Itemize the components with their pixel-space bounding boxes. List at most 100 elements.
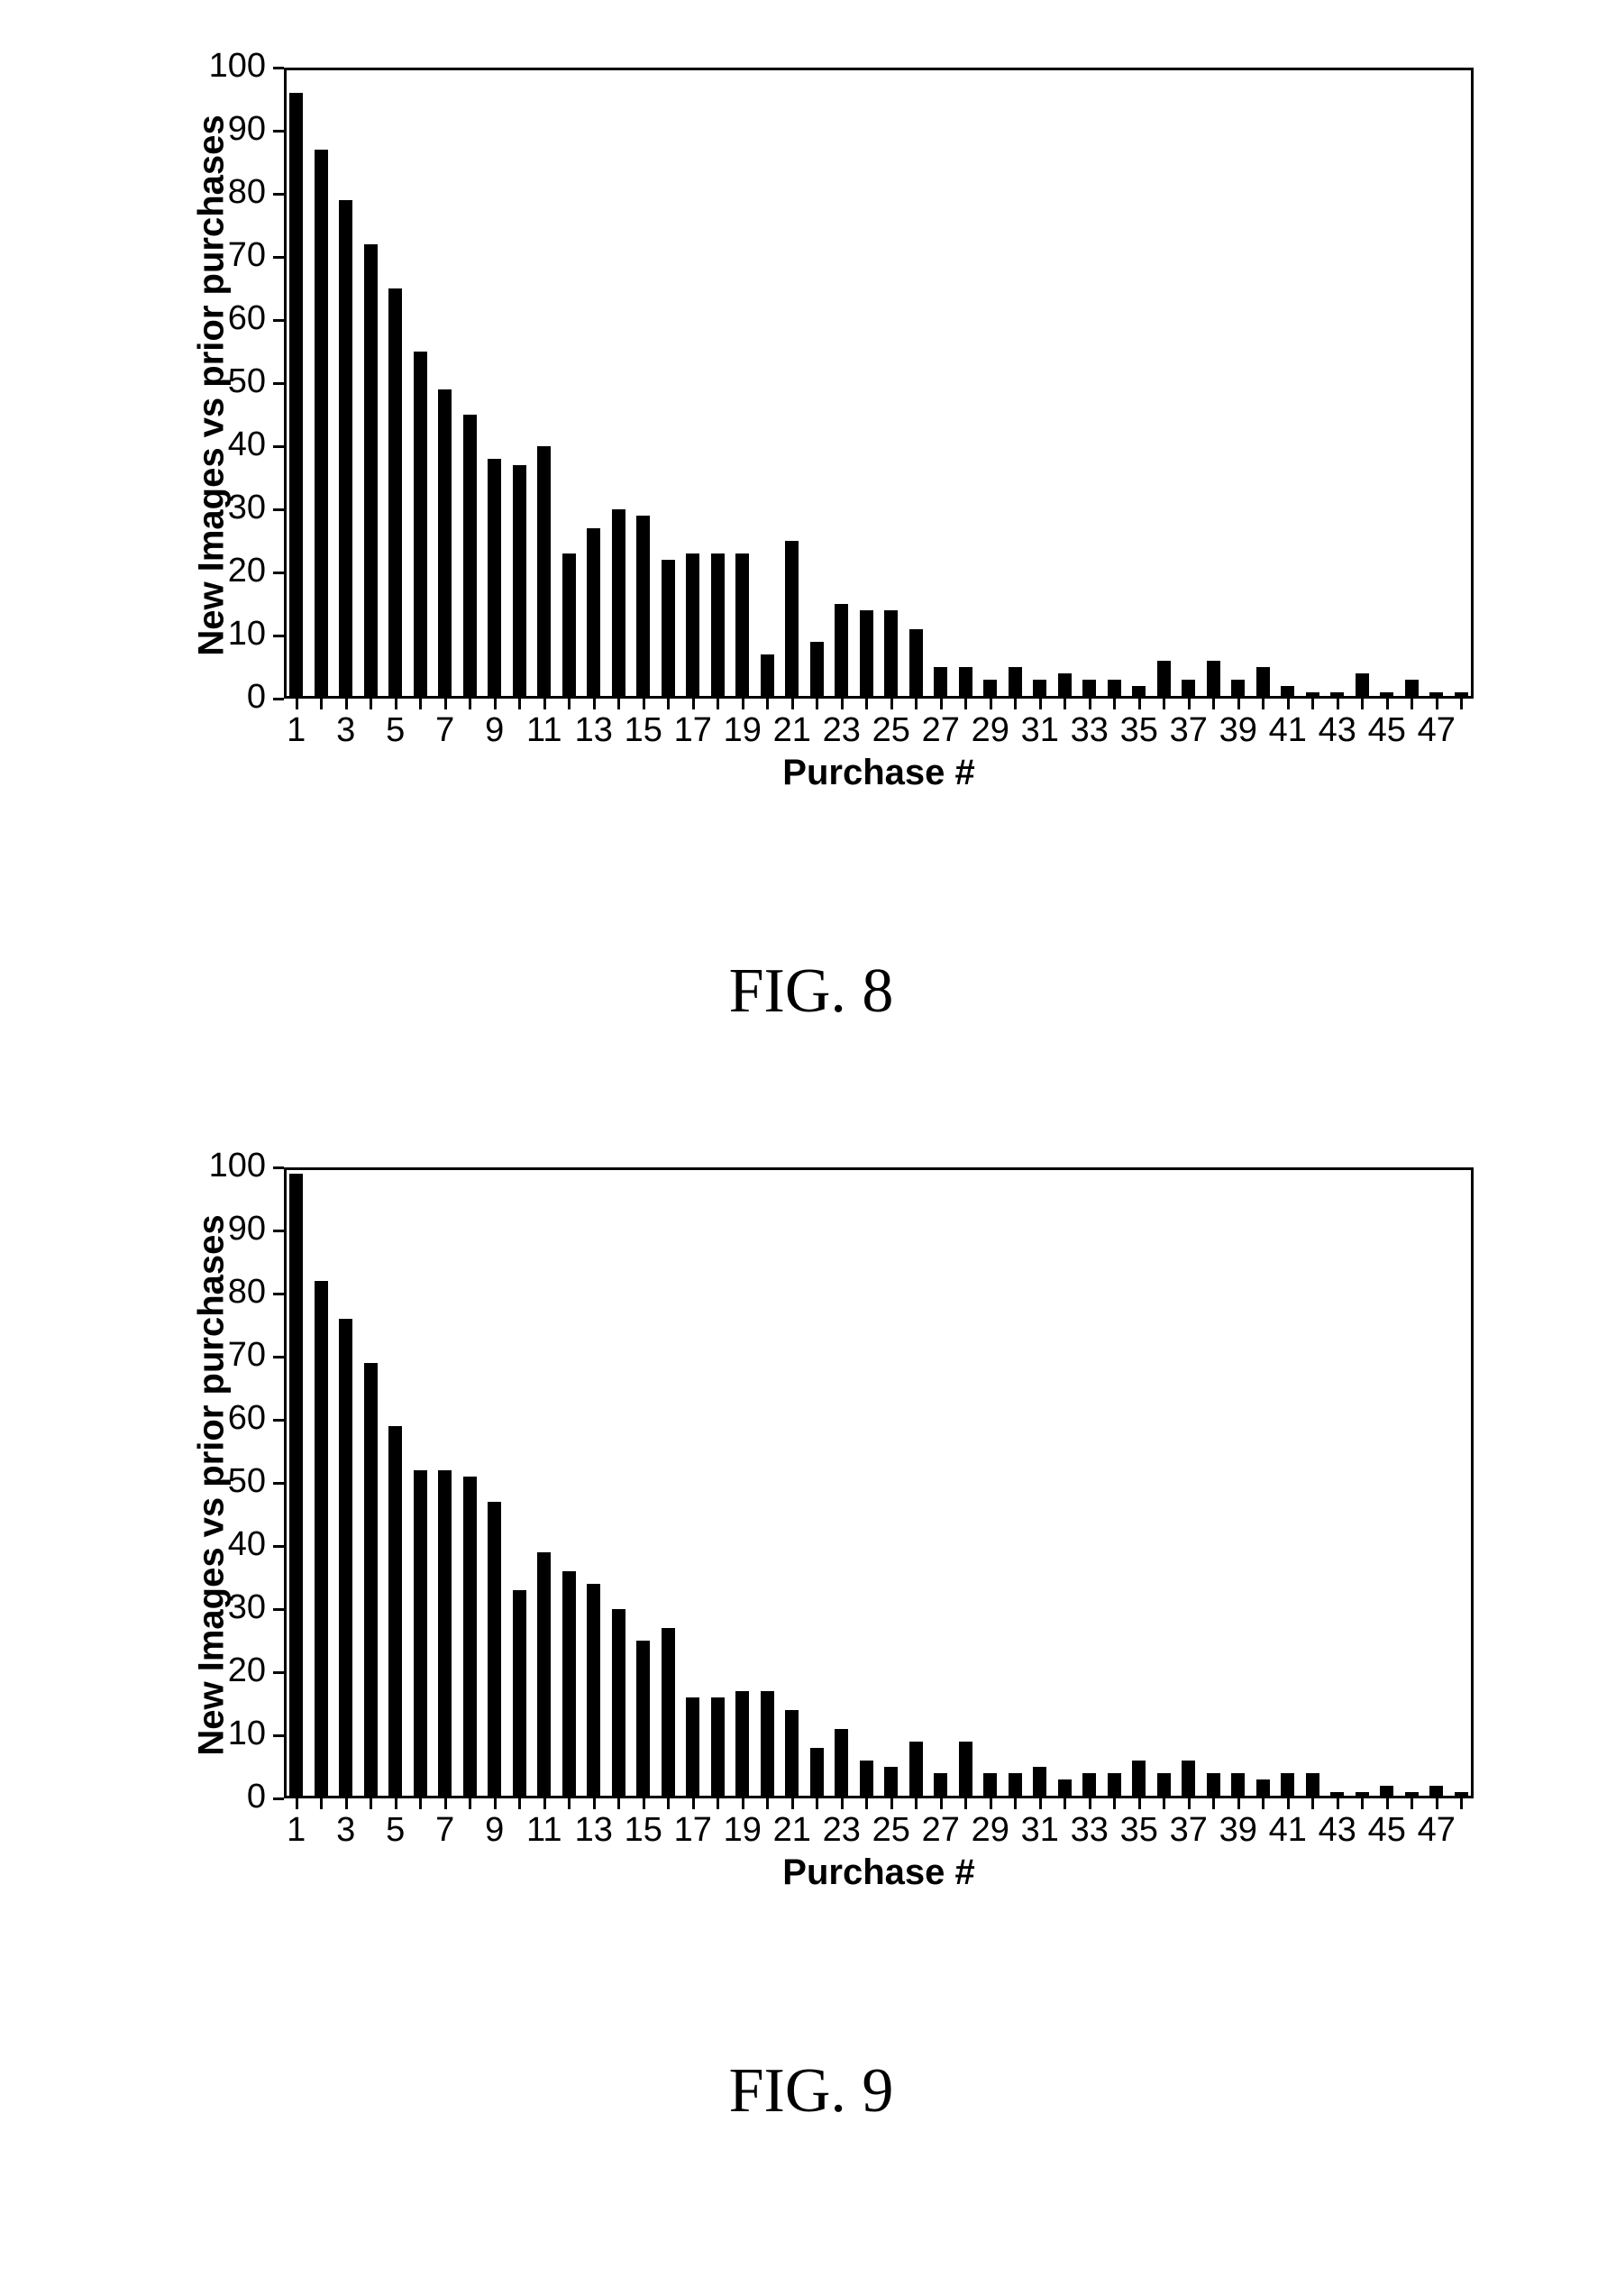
fig8-xtick	[419, 699, 422, 709]
fig9-xtick	[593, 1798, 596, 1809]
fig9-ytick	[273, 1356, 284, 1358]
fig8-xtick	[915, 699, 918, 709]
fig8-bar	[1009, 667, 1022, 699]
fig9-bar	[909, 1742, 923, 1798]
fig8-xtick	[518, 699, 521, 709]
fig8-xtick	[1039, 699, 1042, 709]
fig9-xtick	[1337, 1798, 1339, 1809]
fig8-xtick	[940, 699, 943, 709]
fig8-ytick	[273, 572, 284, 574]
fig9-xtick	[717, 1798, 719, 1809]
fig8-xtick	[395, 699, 397, 709]
fig8-bar	[1231, 680, 1245, 699]
fig9-bar	[388, 1426, 402, 1798]
fig8-xtick	[816, 699, 818, 709]
fig8-xtick	[1460, 699, 1463, 709]
fig9-xtick	[791, 1798, 794, 1809]
fig9-xtick	[395, 1798, 397, 1809]
fig9-xtick	[990, 1798, 992, 1809]
fig9-bar	[1429, 1786, 1443, 1798]
fig8-ytick	[273, 319, 284, 322]
fig9-xtick	[692, 1798, 695, 1809]
fig9-bar	[1231, 1773, 1245, 1798]
fig8-bar	[662, 560, 675, 699]
fig8-xtick	[1262, 699, 1264, 709]
fig8-bar	[1281, 686, 1294, 699]
fig9-xtick	[1212, 1798, 1215, 1809]
fig9-xtick	[1460, 1798, 1463, 1809]
fig9-bar	[1356, 1792, 1369, 1798]
fig9-bar	[1207, 1773, 1220, 1798]
fig9-ytick	[273, 1419, 284, 1422]
fig8-bar	[909, 629, 923, 699]
fig8-bar	[488, 459, 501, 699]
fig8-ytick	[273, 256, 284, 259]
fig8-xtick	[1411, 699, 1413, 709]
fig9-bar	[1455, 1792, 1468, 1798]
fig8-bar	[735, 553, 749, 699]
fig9-xtick	[370, 1798, 372, 1809]
fig8-bar	[315, 150, 328, 699]
fig8-bar	[1207, 661, 1220, 699]
fig9-xtick	[518, 1798, 521, 1809]
fig9-bar	[1306, 1773, 1319, 1798]
fig8-xtick	[469, 699, 471, 709]
fig9-bar	[735, 1691, 749, 1798]
fig9-ytick	[273, 1671, 284, 1674]
fig8-xtick	[1113, 699, 1116, 709]
fig8-bar	[711, 553, 725, 699]
fig9-ytick	[273, 1734, 284, 1737]
fig8-bar	[1380, 692, 1393, 699]
fig8-xtick	[890, 699, 893, 709]
fig8-bar	[612, 509, 625, 699]
fig8-ytick	[273, 698, 284, 700]
fig9-bar	[1330, 1792, 1344, 1798]
fig8-xtick	[1188, 699, 1191, 709]
fig9-xtick	[865, 1798, 868, 1809]
fig9-xtick	[419, 1798, 422, 1809]
fig9-xtick	[296, 1798, 298, 1809]
fig9-xtick	[766, 1798, 769, 1809]
fig8-xtick	[494, 699, 497, 709]
fig9-xtick	[345, 1798, 348, 1809]
fig9-bar	[1082, 1773, 1096, 1798]
fig8-bar	[289, 93, 303, 699]
fig8-bar	[884, 610, 898, 699]
fig8-xtick	[543, 699, 546, 709]
fig8-xtick	[1138, 699, 1141, 709]
fig8-xtick	[865, 699, 868, 709]
fig8-bar	[537, 446, 551, 699]
fig9-bar	[488, 1502, 501, 1798]
fig8-xtick	[1212, 699, 1215, 709]
fig9-xtick	[1064, 1798, 1066, 1809]
fig9-xtick	[1311, 1798, 1314, 1809]
fig9-bar	[1132, 1761, 1146, 1798]
fig8-xtick	[1287, 699, 1290, 709]
fig9-xlabel: Purchase #	[284, 1852, 1474, 1893]
fig9-bar	[513, 1590, 526, 1798]
fig9-ytick	[273, 1293, 284, 1295]
fig8-ytick	[273, 130, 284, 133]
fig8-xtick	[593, 699, 596, 709]
fig9-bar	[884, 1767, 898, 1798]
fig8-xlabel: Purchase #	[284, 753, 1474, 793]
fig8-bar	[1033, 680, 1046, 699]
fig9-xtick	[841, 1798, 844, 1809]
fig8-bar	[636, 516, 650, 699]
fig9-bar	[636, 1641, 650, 1798]
fig9-bar	[1058, 1779, 1072, 1798]
fig8-xtick	[841, 699, 844, 709]
fig8-bar	[1256, 667, 1270, 699]
fig8-xtick	[444, 699, 447, 709]
fig8-ytick	[273, 67, 284, 69]
fig8-ytick	[273, 382, 284, 385]
fig8-bar	[562, 553, 576, 699]
fig8-xtick	[1436, 699, 1438, 709]
fig9-xtick	[1089, 1798, 1091, 1809]
fig9-figure: 0102030405060708090100135791113151719212…	[126, 1163, 1496, 2127]
fig9-ytick	[273, 1608, 284, 1611]
fig8-xtick	[320, 699, 323, 709]
fig9-xtick	[1262, 1798, 1264, 1809]
fig9-chart: 0102030405060708090100135791113151719212…	[126, 1163, 1496, 1929]
fig8-bar	[1082, 680, 1096, 699]
